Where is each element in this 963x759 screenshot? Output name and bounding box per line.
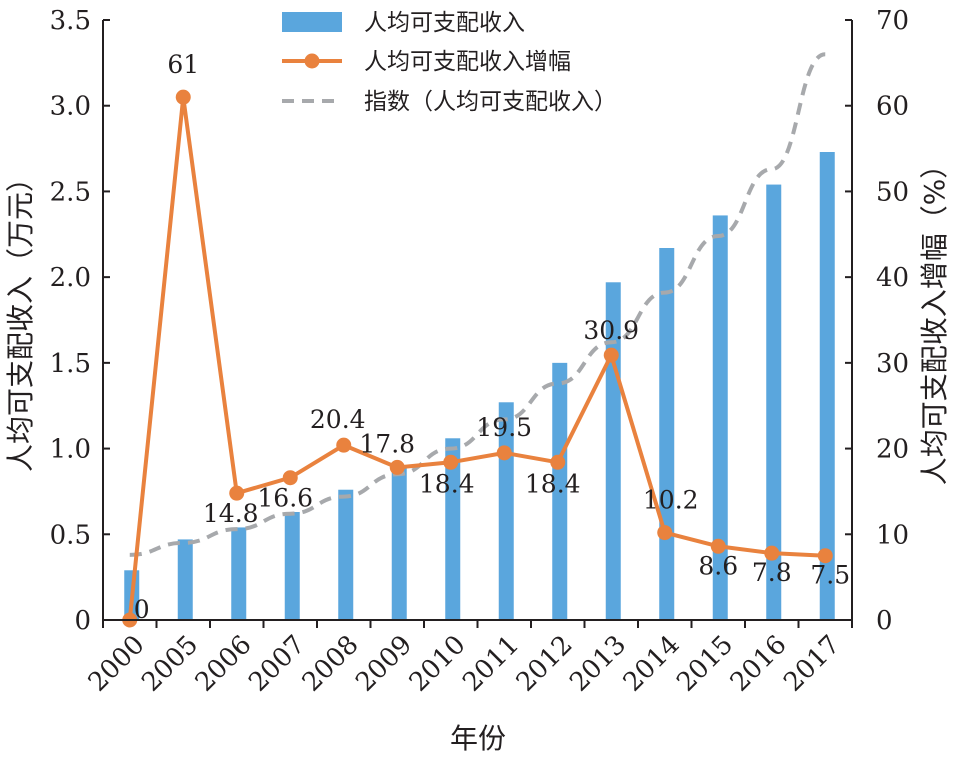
x-category-label: 2015 — [671, 630, 739, 698]
legend-label: 人均可支配收入 — [364, 10, 525, 36]
y-left-tick-label: 3.0 — [50, 92, 91, 122]
growth-line-series — [122, 89, 833, 628]
x-category-label: 2007 — [243, 630, 311, 698]
data-label: 0 — [134, 595, 150, 624]
growth-point — [817, 548, 833, 564]
data-labels: 06114.816.620.417.818.419.518.430.910.28… — [134, 50, 850, 624]
data-label: 20.4 — [310, 405, 366, 434]
growth-point — [282, 470, 298, 486]
data-label: 18.4 — [525, 469, 581, 498]
x-category-label: 2006 — [190, 630, 258, 698]
x-category-label: 2017 — [778, 630, 846, 698]
x-axis-title: 年份 — [450, 722, 506, 755]
growth-point — [443, 454, 459, 470]
growth-point — [603, 347, 619, 363]
bar — [552, 362, 568, 620]
bar — [712, 215, 728, 620]
x-category-label: 2016 — [725, 630, 793, 698]
growth-point — [710, 538, 726, 554]
growth-point — [496, 445, 512, 461]
growth-point — [657, 525, 673, 541]
bar — [445, 438, 461, 620]
growth-point — [389, 459, 405, 475]
x-category-label: 2005 — [136, 630, 204, 698]
data-label: 61 — [167, 50, 199, 79]
x-category-label: 2009 — [350, 630, 418, 698]
x-category-label: 2012 — [511, 630, 579, 698]
data-label: 7.8 — [752, 558, 792, 587]
y-left-tick-label: 3.5 — [50, 6, 91, 36]
data-label: 18.4 — [419, 469, 475, 498]
y-right-tick-label: 60 — [876, 92, 909, 122]
y-left-tick-label: 1.5 — [50, 349, 91, 379]
legend-label: 指数（人均可支配收入） — [364, 89, 617, 115]
legend-label: 人均可支配收入增幅 — [364, 49, 571, 75]
y-axis-right-title: 人均可支配收入增幅（%） — [918, 151, 951, 486]
growth-point — [229, 485, 245, 501]
data-label: 10.2 — [643, 486, 699, 515]
trend-series — [129, 52, 826, 557]
bar — [819, 152, 835, 620]
x-category-label: 2014 — [618, 630, 686, 698]
growth-point — [550, 454, 566, 470]
y-right-tick-label: 50 — [876, 177, 909, 207]
data-label: 7.5 — [810, 561, 850, 590]
data-label: 8.6 — [698, 551, 738, 580]
bar — [391, 467, 407, 620]
bar — [231, 527, 247, 620]
x-category-label: 2011 — [457, 630, 525, 698]
axes — [102, 19, 853, 628]
y-left-tick-label: 2.5 — [50, 177, 91, 207]
bar — [605, 282, 621, 620]
bar — [177, 539, 193, 620]
bar — [659, 248, 675, 620]
legend-line-marker — [304, 53, 320, 69]
axis-titles: 年份 人均可支配收入（万元） 人均可支配收入增幅（%） — [4, 151, 951, 755]
y-axis-left-title: 人均可支配收入（万元） — [4, 164, 37, 472]
y-right-tick-label: 20 — [876, 435, 909, 465]
data-label: 17.8 — [359, 429, 415, 458]
y-left-tick-label: 0.5 — [50, 520, 91, 550]
growth-line — [127, 96, 826, 621]
x-category-label: 2008 — [297, 630, 365, 698]
y-left-tick-label: 2.0 — [50, 263, 91, 293]
data-label: 30.9 — [583, 316, 639, 345]
y-left-tick-label: 0 — [74, 606, 91, 636]
y-right-tick-label: 30 — [876, 349, 909, 379]
legend-bar-swatch — [282, 12, 342, 32]
growth-point — [336, 437, 352, 453]
x-category-label: 2000 — [83, 630, 151, 698]
data-label: 14.8 — [203, 499, 259, 528]
growth-point — [764, 545, 780, 561]
trend-line — [129, 52, 826, 557]
y-right-tick-label: 40 — [876, 263, 909, 293]
y-left-tick-label: 1.0 — [50, 435, 91, 465]
y-right-tick-label: 0 — [876, 606, 893, 636]
growth-point — [175, 89, 191, 105]
x-category-label: 2010 — [404, 630, 472, 698]
x-category-label: 2013 — [564, 630, 632, 698]
y-right-tick-label: 70 — [876, 6, 909, 36]
data-label: 16.6 — [257, 484, 313, 513]
y-right-tick-label: 10 — [876, 520, 909, 550]
bar — [338, 489, 354, 620]
bar — [284, 512, 300, 620]
data-label: 19.5 — [476, 413, 532, 442]
bar-series — [124, 152, 835, 621]
bar — [766, 184, 782, 621]
